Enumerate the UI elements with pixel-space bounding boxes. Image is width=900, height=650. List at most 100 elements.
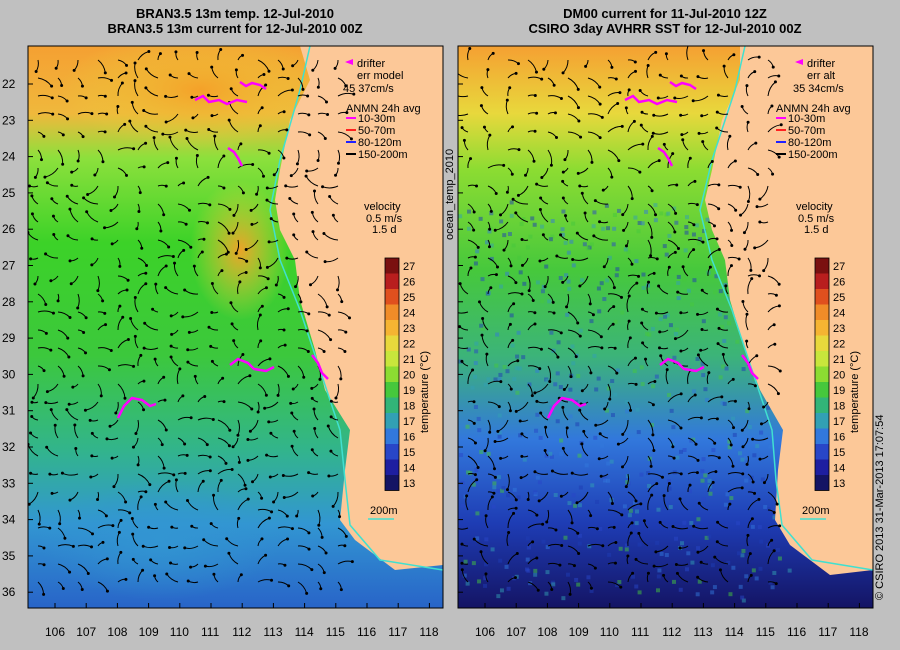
current-vector-head [460, 542, 464, 546]
depth-label: 150-200m [358, 149, 408, 161]
current-vector-head [554, 528, 558, 532]
current-vector-head [301, 87, 305, 91]
current-vector-head [305, 591, 309, 595]
current-vector-head [232, 213, 236, 217]
colorbar-segment [815, 289, 829, 305]
current-vector-head [542, 67, 546, 71]
current-vector-head [589, 514, 593, 518]
current-vector-head [69, 282, 73, 286]
current-vector-head [777, 74, 781, 78]
current-vector-head [512, 511, 516, 515]
current-vector-head [195, 50, 199, 54]
current-vector-head [535, 182, 539, 186]
current-vector-head [148, 483, 152, 487]
current-vector-head [44, 302, 48, 306]
current-vector-head [140, 246, 144, 250]
current-vector-head [647, 280, 651, 284]
current-vector-head [182, 181, 186, 185]
right-isobath-label: 200m [802, 505, 830, 517]
current-vector-head [575, 501, 579, 505]
current-vector-head [294, 285, 298, 289]
current-vector-head [538, 259, 542, 263]
current-vector-head [65, 194, 69, 198]
lat-tick-label: 23 [2, 113, 16, 127]
current-vector-head [731, 377, 735, 381]
current-vector-head [268, 357, 272, 361]
colorbar-tick-label: 24 [833, 307, 845, 319]
current-vector-head [652, 564, 656, 568]
colorbar-tick-label: 26 [403, 276, 415, 288]
current-vector-head [488, 430, 492, 434]
current-vector-head [210, 65, 214, 69]
left-warm-eddy-2 [190, 180, 290, 320]
current-vector-head [561, 405, 565, 409]
current-vector-head [125, 63, 129, 67]
current-vector-head [476, 245, 480, 249]
current-vector-head [649, 254, 653, 258]
current-vector-head [229, 301, 233, 305]
current-vector-head [244, 247, 248, 251]
current-vector-head [39, 158, 43, 162]
current-vector-head [169, 344, 173, 348]
current-vector [458, 346, 469, 349]
current-vector-head [50, 84, 54, 88]
current-vector-head [475, 184, 479, 188]
colorbar-segment [385, 273, 399, 289]
current-vector-head [533, 129, 537, 133]
current-vector-head [497, 405, 501, 409]
current-vector-head [741, 472, 745, 476]
current-vector-head [770, 104, 774, 108]
current-vector-head [164, 286, 168, 290]
current-vector-head [262, 73, 266, 77]
current-vector-head [142, 346, 146, 350]
current-vector-head [210, 310, 214, 314]
current-vector-head [283, 563, 287, 567]
current-vector-head [756, 173, 760, 177]
current-vector-head [493, 439, 497, 443]
lat-tick-label: 27 [2, 259, 16, 273]
current-vector-head [144, 490, 148, 494]
current-vector-head [624, 106, 628, 110]
current-vector-head [476, 466, 480, 470]
current-vector-head [281, 473, 285, 477]
current-vector-head [484, 514, 488, 518]
current-vector-head [139, 495, 143, 499]
current-vector-head [93, 173, 97, 177]
current-vector-head [130, 516, 134, 520]
current-vector-head [740, 428, 744, 432]
current-vector-head [170, 332, 174, 336]
colorbar-segment [815, 444, 829, 460]
current-vector-head [717, 247, 721, 251]
current-vector-head [638, 170, 642, 174]
current-vector-head [559, 331, 563, 335]
current-vector-head [144, 282, 148, 286]
current-vector-head [627, 88, 631, 92]
current-vector-head [76, 306, 80, 310]
current-vector-head [312, 407, 316, 411]
current-vector-head [292, 233, 296, 237]
current-vector-head [34, 69, 38, 73]
current-vector-head [90, 454, 94, 458]
current-vector-head [269, 431, 273, 435]
current-vector-head [638, 88, 642, 92]
colorbar-segment [815, 335, 829, 351]
current-vector-head [186, 498, 190, 502]
current-vector-head [593, 199, 597, 203]
current-vector-head [123, 396, 127, 400]
current-vector-head [753, 70, 757, 74]
current-vector-head [162, 213, 166, 217]
current-vector-head [103, 311, 107, 315]
current-vector-head [290, 527, 294, 531]
current-vector-head [334, 396, 338, 400]
current-vector-head [715, 417, 719, 421]
current-vector-head [282, 495, 286, 499]
current-vector-head [729, 264, 733, 268]
current-vector-head [632, 119, 636, 123]
current-vector-head [203, 564, 207, 568]
current-vector-head [633, 356, 637, 360]
right-lon-tick-label: 112 [662, 625, 681, 639]
current-vector-head [633, 60, 637, 64]
current-vector-head [225, 537, 229, 541]
current-vector-head [550, 587, 554, 591]
colorbar-segment [815, 258, 829, 274]
